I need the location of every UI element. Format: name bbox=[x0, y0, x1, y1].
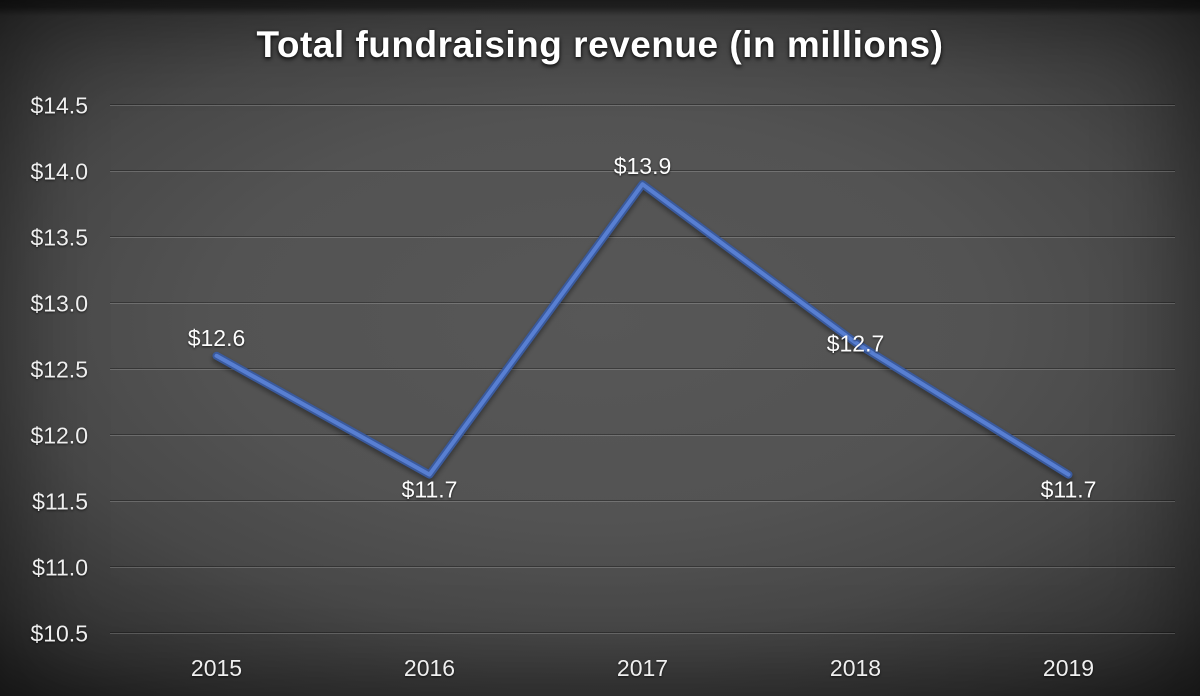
x-tick-label: 2017 bbox=[617, 655, 668, 681]
x-tick-label: 2015 bbox=[191, 655, 242, 681]
y-tick-label: $11.0 bbox=[32, 555, 88, 581]
data-point-label: $13.9 bbox=[614, 153, 672, 179]
data-point-label: $11.7 bbox=[1041, 477, 1097, 503]
y-tick-label: $11.5 bbox=[32, 489, 88, 515]
series-layer bbox=[212, 180, 1073, 483]
x-tick-label: 2016 bbox=[404, 655, 455, 681]
revenue-line bbox=[212, 180, 1073, 479]
y-tick-label: $14.0 bbox=[30, 159, 88, 185]
data-labels-layer: $12.6 $11.7 $13.9 $12.7 $11.7 bbox=[188, 153, 1097, 502]
data-point-label: $11.7 bbox=[402, 477, 458, 503]
data-point-label: $12.6 bbox=[188, 325, 246, 351]
x-tick-label: 2018 bbox=[830, 655, 881, 681]
gridlines-layer bbox=[110, 104, 1175, 634]
y-tick-label: $12.0 bbox=[30, 423, 88, 449]
chart-title: Total fundraising revenue (in millions) bbox=[256, 24, 944, 65]
y-tick-label: $14.5 bbox=[30, 93, 88, 119]
y-tick-label: $13.0 bbox=[30, 291, 88, 317]
y-tick-label: $10.5 bbox=[30, 621, 88, 647]
axis-labels-layer: $10.5 $11.0 $11.5 $12.0 $12.5 $13.0 $13.5 $14.0… bbox=[30, 93, 1094, 682]
y-tick-label: $12.5 bbox=[30, 357, 88, 383]
data-point-label: $12.7 bbox=[827, 331, 885, 357]
y-tick-label: $13.5 bbox=[30, 225, 88, 251]
x-tick-label: 2019 bbox=[1043, 655, 1094, 681]
revenue-line-highlight bbox=[214, 182, 1071, 477]
